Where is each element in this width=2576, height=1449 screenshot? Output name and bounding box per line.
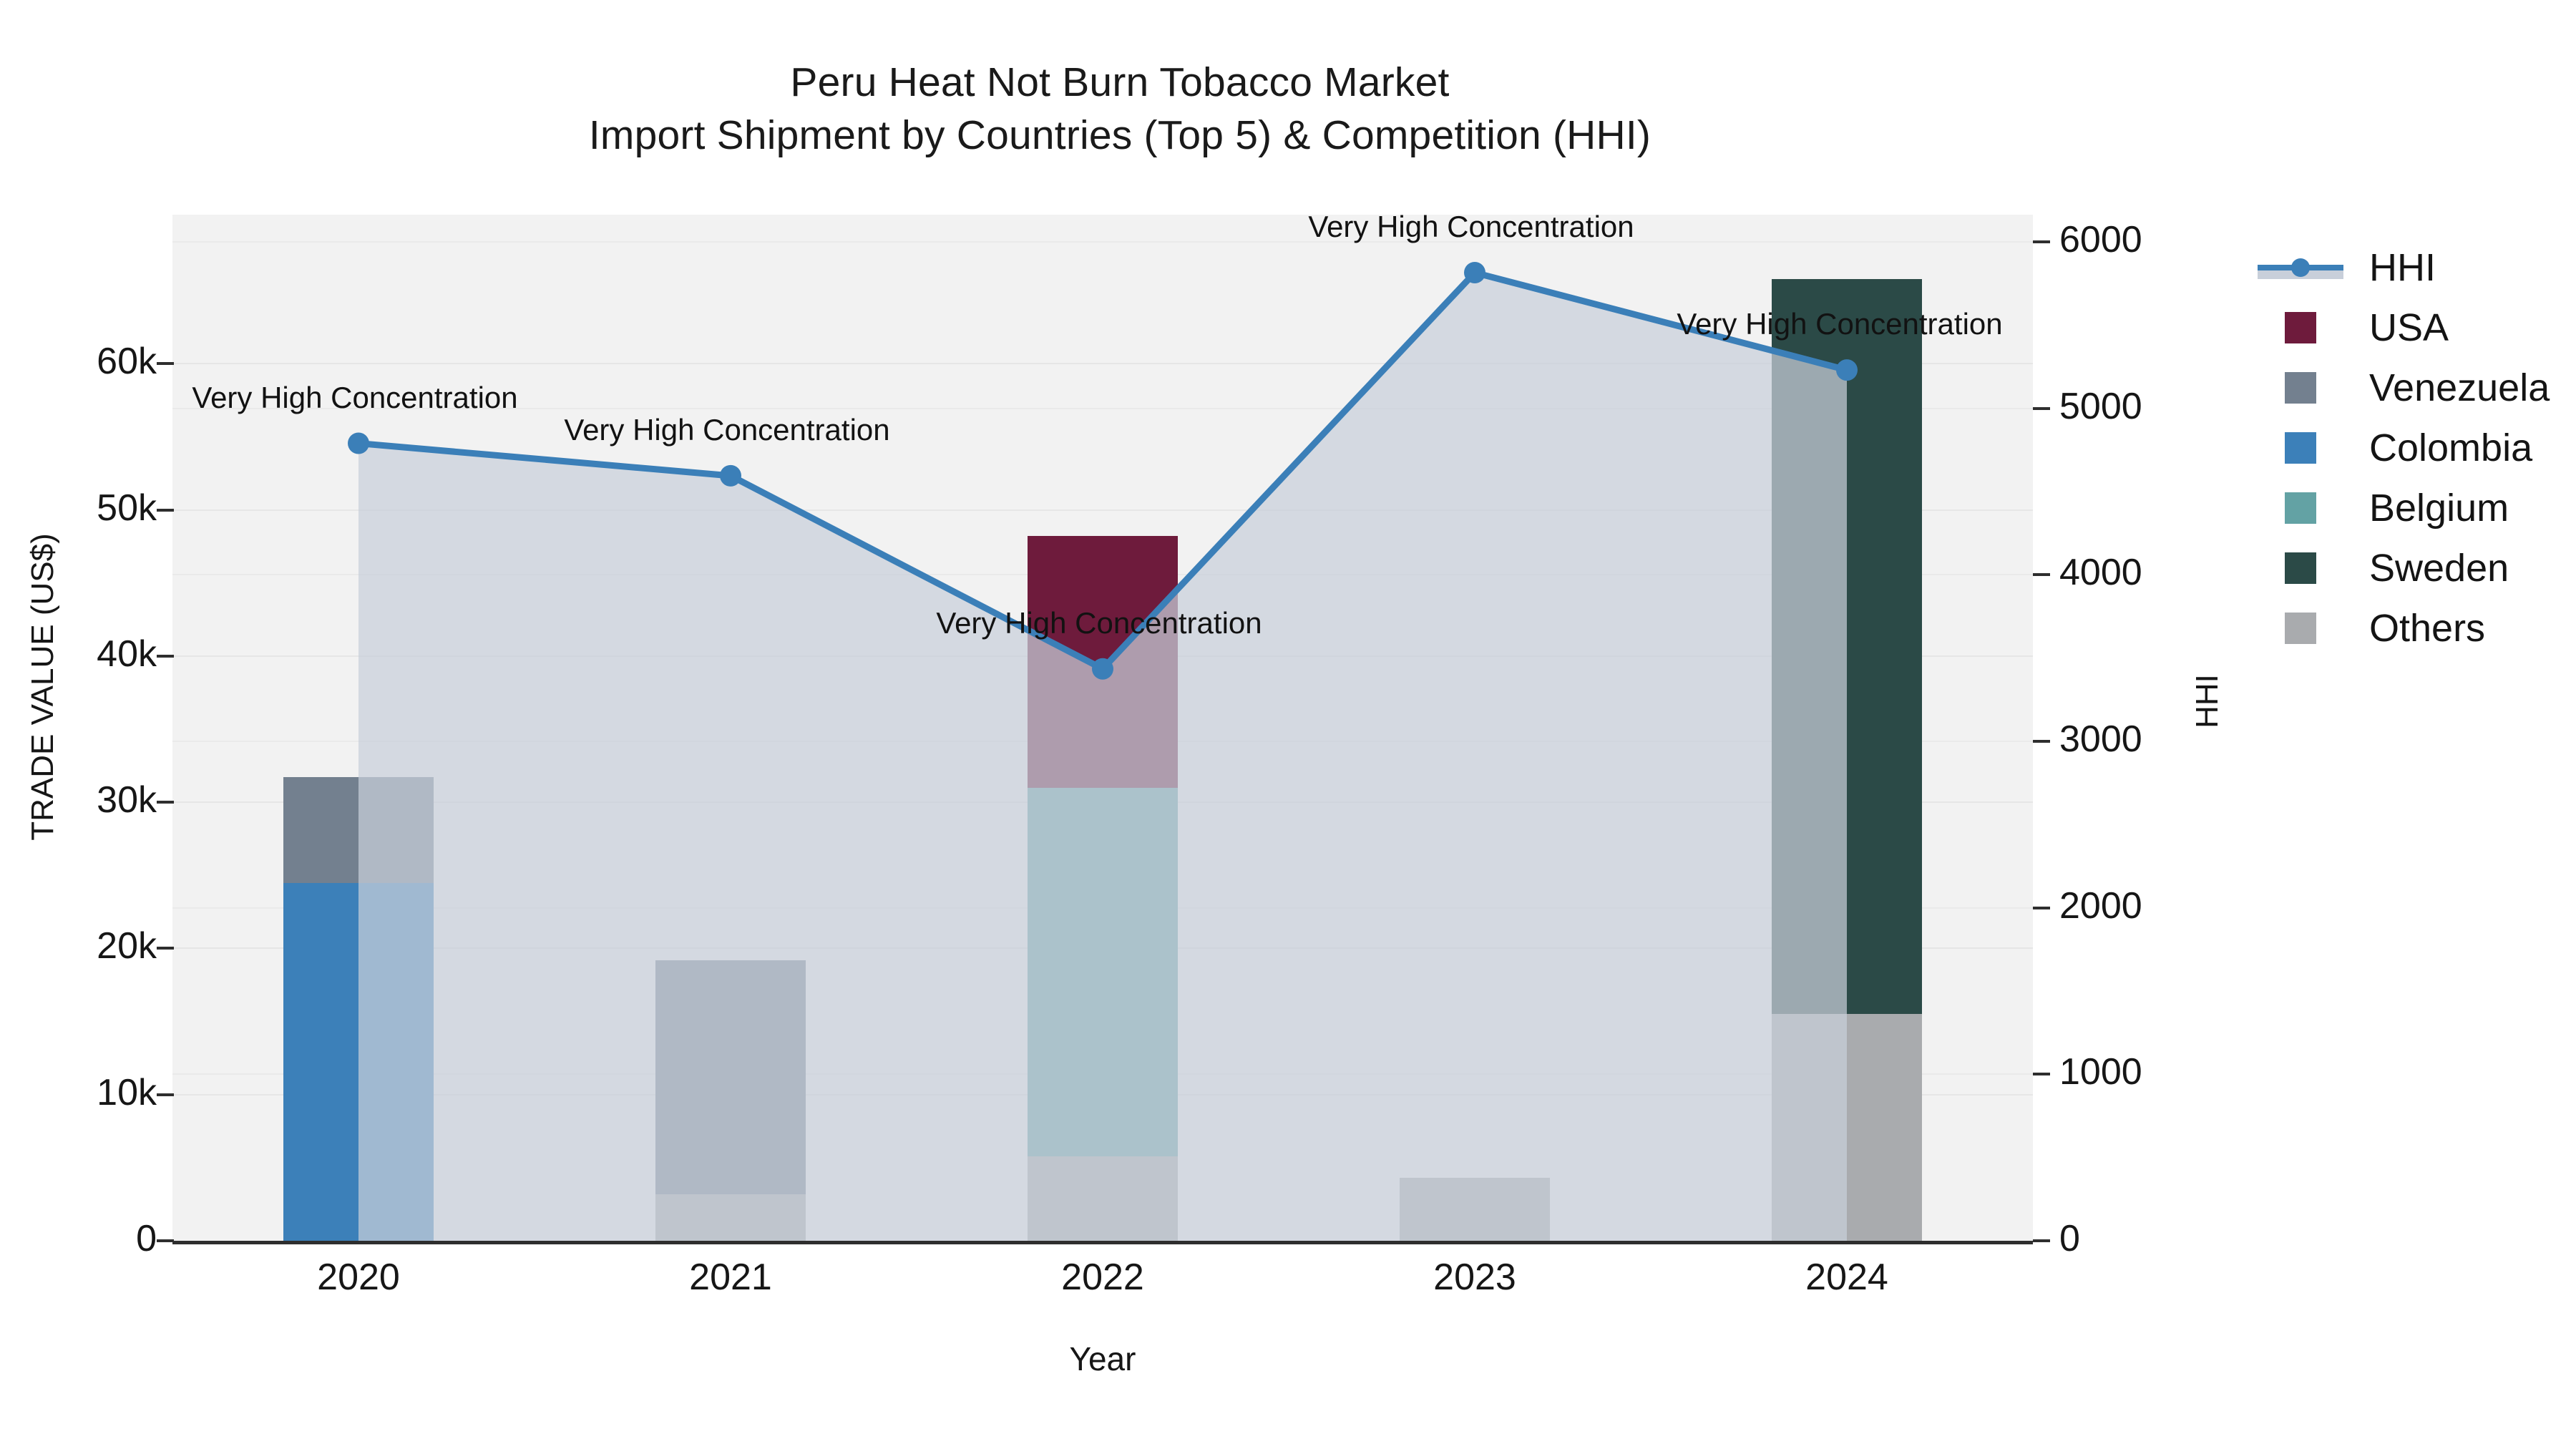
legend-line-dot bbox=[2291, 258, 2310, 277]
legend-item-hhi[interactable]: HHI bbox=[2258, 238, 2550, 298]
y-axis-right-title: HHI bbox=[2190, 674, 2225, 728]
y-tick-mark-right bbox=[2033, 1239, 2050, 1242]
y-tick-left-40k: 40k bbox=[97, 633, 157, 675]
x-axis-title: Year bbox=[1069, 1340, 1136, 1377]
legend-swatch-icon bbox=[2285, 552, 2316, 584]
y-tick-mark-right bbox=[2033, 740, 2050, 743]
legend-label: Sweden bbox=[2369, 547, 2509, 590]
chart-title-line-2: Import Shipment by Countries (Top 5) & C… bbox=[588, 112, 1652, 159]
y-tick-right-0: 0 bbox=[2059, 1218, 2080, 1259]
legend-label: Belgium bbox=[2369, 487, 2509, 530]
y-tick-mark-left bbox=[157, 508, 174, 512]
gridline-left bbox=[172, 363, 2033, 365]
legend-swatch-icon bbox=[2285, 312, 2316, 343]
x-tick-2024: 2024 bbox=[1805, 1257, 1888, 1298]
hhi-annotation-2020: Very High Concentration bbox=[192, 380, 518, 414]
y-tick-mark-left bbox=[157, 362, 174, 366]
y-tick-mark-left bbox=[157, 947, 174, 950]
y-tick-left-0: 0 bbox=[136, 1218, 157, 1259]
bar-segment-sweden-2024 bbox=[1772, 278, 1922, 1015]
legend-item-usa[interactable]: USA bbox=[2258, 298, 2550, 358]
bar-segment-others-2021 bbox=[655, 1194, 806, 1241]
legend-label: Others bbox=[2369, 607, 2486, 650]
y-tick-left-30k: 30k bbox=[97, 779, 157, 821]
legend-label: Venezuela bbox=[2369, 366, 2550, 409]
legend-label: Colombia bbox=[2369, 426, 2533, 469]
bar-segment-venezuela-2021 bbox=[655, 960, 806, 1194]
chart-title-line-1: Peru Heat Not Burn Tobacco Market bbox=[790, 59, 1450, 105]
hhi-annotation-2024: Very High Concentration bbox=[1677, 307, 2003, 341]
x-tick-2022: 2022 bbox=[1061, 1257, 1144, 1298]
y-tick-right-2000: 2000 bbox=[2059, 884, 2142, 927]
legend-line-marker-icon bbox=[2258, 252, 2343, 283]
y-tick-mark-right bbox=[2033, 573, 2050, 577]
legend-label: HHI bbox=[2369, 246, 2436, 289]
y-tick-mark-right bbox=[2033, 406, 2050, 410]
legend-swatch-icon bbox=[2285, 492, 2316, 524]
y-tick-left-60k: 60k bbox=[97, 341, 157, 383]
y-tick-right-3000: 3000 bbox=[2059, 718, 2142, 760]
y-tick-left-50k: 50k bbox=[97, 487, 157, 529]
y-tick-mark-left bbox=[157, 801, 174, 804]
y-tick-left-10k: 10k bbox=[97, 1071, 157, 1113]
hhi-annotation-2021: Very High Concentration bbox=[564, 412, 890, 447]
legend-item-others[interactable]: Others bbox=[2258, 598, 2550, 658]
chart-title: Peru Heat Not Burn Tobacco Market Import… bbox=[0, 56, 2240, 162]
legend-item-venezuela[interactable]: Venezuela bbox=[2258, 358, 2550, 418]
y-tick-right-6000: 6000 bbox=[2059, 219, 2142, 260]
legend-swatch-icon bbox=[2285, 613, 2316, 644]
legend-item-colombia[interactable]: Colombia bbox=[2258, 418, 2550, 478]
legend-label: USA bbox=[2369, 306, 2449, 349]
y-axis-left-title: TRADE VALUE (US$) bbox=[25, 533, 60, 841]
y-tick-mark-left bbox=[157, 1239, 174, 1242]
legend-swatch-icon bbox=[2285, 432, 2316, 464]
bar-segment-usa-2022 bbox=[1028, 536, 1178, 788]
bar-segment-belgium-2022 bbox=[1028, 787, 1178, 1156]
bar-segment-others-2022 bbox=[1028, 1156, 1178, 1241]
chart-legend: HHI USA Venezuela Colombia Belgium Sweden Othe… bbox=[2258, 238, 2550, 658]
bar-segment-venezuela-2020 bbox=[283, 777, 434, 883]
y-tick-right-4000: 4000 bbox=[2059, 552, 2142, 594]
y-tick-left-20k: 20k bbox=[97, 925, 157, 967]
bar-segment-others-2023 bbox=[1400, 1178, 1550, 1241]
y-tick-mark-right bbox=[2033, 906, 2050, 909]
y-tick-right-1000: 1000 bbox=[2059, 1051, 2142, 1093]
y-tick-right-5000: 5000 bbox=[2059, 385, 2142, 427]
y-tick-mark-right bbox=[2033, 240, 2050, 243]
legend-item-belgium[interactable]: Belgium bbox=[2258, 478, 2550, 538]
x-axis-line bbox=[172, 1241, 2033, 1244]
x-tick-2023: 2023 bbox=[1433, 1257, 1516, 1298]
hhi-annotation-2023: Very High Concentration bbox=[1308, 210, 1634, 244]
bar-segment-colombia-2020 bbox=[283, 882, 434, 1241]
y-tick-mark-right bbox=[2033, 1073, 2050, 1076]
x-tick-2020: 2020 bbox=[317, 1257, 400, 1298]
y-tick-mark-left bbox=[157, 654, 174, 658]
gridline-left bbox=[172, 509, 2033, 511]
legend-swatch-icon bbox=[2285, 372, 2316, 404]
y-tick-mark-left bbox=[157, 1093, 174, 1096]
legend-item-sweden[interactable]: Sweden bbox=[2258, 538, 2550, 598]
hhi-annotation-2022: Very High Concentration bbox=[936, 605, 1262, 640]
x-tick-2021: 2021 bbox=[689, 1257, 772, 1298]
bar-segment-others-2024 bbox=[1772, 1014, 1922, 1241]
gridline-right bbox=[172, 241, 2033, 243]
